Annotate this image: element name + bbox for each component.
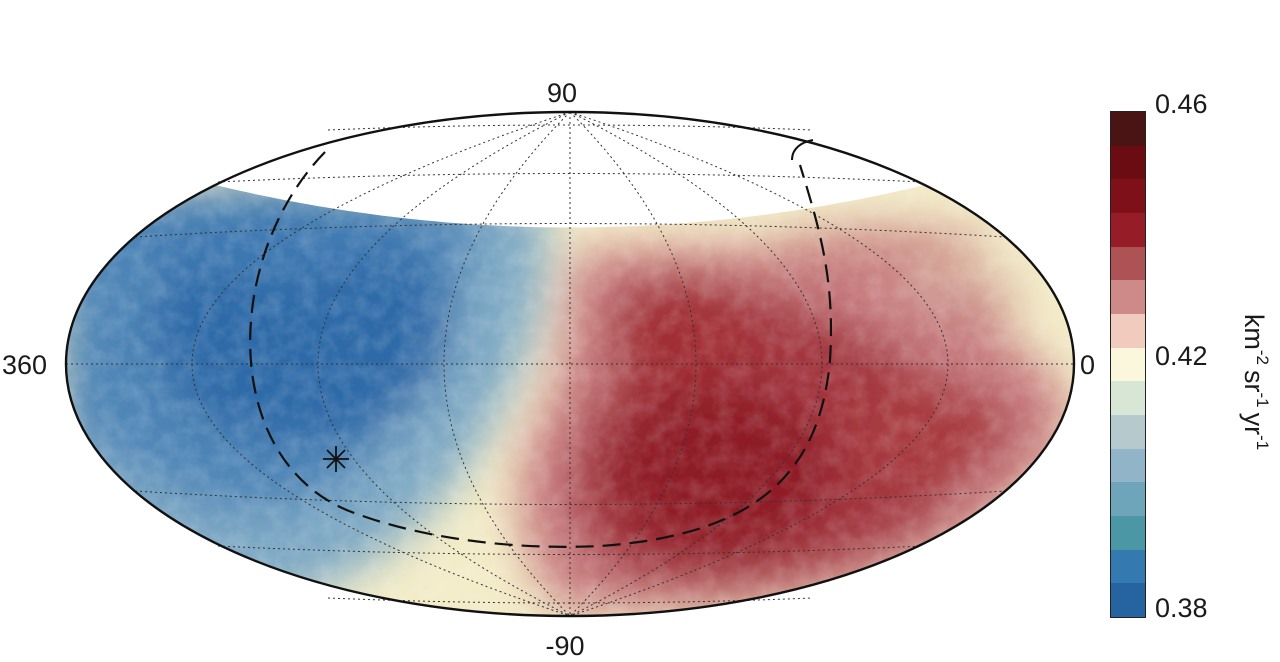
map-field xyxy=(66,112,1074,616)
svg-text:km-2sr-1yr-1: km-2sr-1yr-1 xyxy=(1239,314,1272,450)
colorbar-segment xyxy=(1111,482,1145,517)
colorbar xyxy=(1110,111,1146,618)
colorbar-segment xyxy=(1111,314,1145,348)
colorbar-segment xyxy=(1111,213,1145,247)
colorbar-segment xyxy=(1111,145,1145,180)
dashed-circle-overlay xyxy=(249,151,833,548)
colorbar-segment xyxy=(1111,415,1145,449)
map-outline xyxy=(64,110,1076,618)
colorbar-segment xyxy=(1111,549,1145,584)
colorbar-segment xyxy=(1111,448,1145,483)
colorbar-max-label: 0.46 xyxy=(1155,89,1208,119)
colorbar-segment xyxy=(1111,583,1145,618)
colorbar-segment xyxy=(1111,112,1145,146)
colorbar-segment xyxy=(1111,381,1145,416)
lon-left-label: 360 xyxy=(2,350,48,380)
colorbar-segment xyxy=(1111,246,1145,281)
colorbar-segment xyxy=(1111,179,1145,214)
colorbar-mid-label: 0.42 xyxy=(1155,341,1208,371)
colorbar-segment xyxy=(1111,516,1145,550)
colorbar-min-label: 0.38 xyxy=(1155,593,1208,623)
colorbar-segment xyxy=(1111,280,1145,315)
lat-top-label: 90 xyxy=(546,78,578,108)
lat-bottom-label: -90 xyxy=(545,631,585,661)
small-arc-overlay xyxy=(791,139,814,161)
colorbar-unit-label: km-2sr-1yr-1 xyxy=(1239,314,1272,450)
lon-right-label: 0 xyxy=(1080,350,1096,380)
colorbar-segment xyxy=(1111,347,1145,382)
star-marker-icon xyxy=(323,446,349,472)
